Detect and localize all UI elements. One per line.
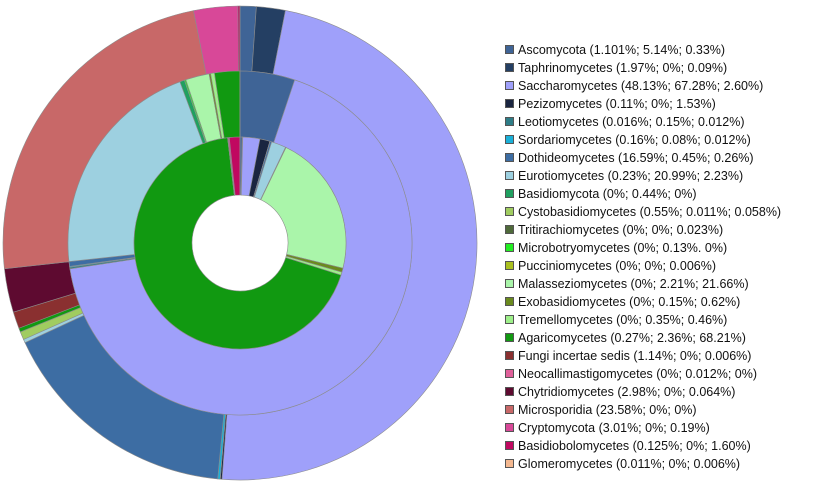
legend-item-basidiobolomycetes: Basidiobolomycetes (0.125%; 0%; 1.60%) (505, 437, 820, 455)
legend-swatch (505, 297, 514, 306)
legend-label: Eurotiomycetes (0.23%; 20.99%; 2.23%) (518, 169, 744, 183)
legend-swatch (505, 207, 514, 216)
legend-label: Exobasidiomycetes (0%; 0.15%; 0.62%) (518, 295, 741, 309)
legend-item-dothideomycetes: Dothideomycetes (16.59%; 0.45%; 0.26%) (505, 149, 820, 167)
legend-swatch (505, 441, 514, 450)
legend-swatch (505, 189, 514, 198)
legend-item-basidiomycota: Basidiomycota (0%; 0.44%; 0%) (505, 185, 820, 203)
legend-swatch (505, 117, 514, 126)
legend-swatch (505, 279, 514, 288)
legend: Ascomycota (1.101%; 5.14%; 0.33%) Taphrin… (505, 41, 820, 473)
legend-swatch (505, 63, 514, 72)
legend-label: Microsporidia (23.58%; 0%; 0%) (518, 403, 697, 417)
legend-swatch (505, 81, 514, 90)
legend-item-taphrinomycetes: Taphrinomycetes (1.97%; 0%; 0.09%) (505, 59, 820, 77)
legend-label: Malasseziomycetes (0%; 2.21%; 21.66%) (518, 277, 749, 291)
legend-label: Tremellomycetes (0%; 0.35%; 0.46%) (518, 313, 728, 327)
legend-item-eurotiomycetes: Eurotiomycetes (0.23%; 20.99%; 2.23%) (505, 167, 820, 185)
legend-item-exobasidiomycetes: Exobasidiomycetes (0%; 0.15%; 0.62%) (505, 293, 820, 311)
legend-label: Pucciniomycetes (0%; 0%; 0.006%) (518, 259, 717, 273)
legend-item-ascomycota: Ascomycota (1.101%; 5.14%; 0.33%) (505, 41, 820, 59)
legend-label: Leotiomycetes (0.016%; 0.15%; 0.012%) (518, 115, 745, 129)
legend-swatch (505, 351, 514, 360)
legend-swatch (505, 135, 514, 144)
legend-label: Ascomycota (1.101%; 5.14%; 0.33%) (518, 43, 726, 57)
legend-label: Saccharomycetes (48.13%; 67.28%; 2.60%) (518, 79, 764, 93)
legend-label: Fungi incertae sedis (1.14%; 0%; 0.006%) (518, 349, 752, 363)
legend-swatch (505, 261, 514, 270)
legend-item-malasseziomycetes: Malasseziomycetes (0%; 2.21%; 21.66%) (505, 275, 820, 293)
legend-label: Agaricomycetes (0.27%; 2.36%; 68.21%) (518, 331, 746, 345)
legend-label: Neocallimastigomycetes (0%; 0.012%; 0%) (518, 367, 757, 381)
legend-label: Dothideomycetes (16.59%; 0.45%; 0.26%) (518, 151, 754, 165)
legend-swatch (505, 459, 514, 468)
legend-swatch (505, 333, 514, 342)
legend-label: Basidiomycota (0%; 0.44%; 0%) (518, 187, 697, 201)
legend-label: Microbotryomycetes (0%; 0.13%. 0%) (518, 241, 728, 255)
legend-item-leotiomycetes: Leotiomycetes (0.016%; 0.15%; 0.012%) (505, 113, 820, 131)
legend-swatch (505, 225, 514, 234)
legend-item-cystobasidiomycetes: Cystobasidiomycetes (0.55%; 0.011%; 0.05… (505, 203, 820, 221)
legend-label: Cystobasidiomycetes (0.55%; 0.011%; 0.05… (518, 205, 782, 219)
legend-label: Pezizomycetes (0.11%; 0%; 1.53%) (518, 97, 716, 111)
legend-item-neocallimastigomycetes: Neocallimastigomycetes (0%; 0.012%; 0%) (505, 365, 820, 383)
legend-item-tritirachiomycetes: Tritirachiomycetes (0%; 0%; 0.023%) (505, 221, 820, 239)
legend-item-microsporidia: Microsporidia (23.58%; 0%; 0%) (505, 401, 820, 419)
inner-ring (133, 136, 347, 350)
legend-swatch (505, 45, 514, 54)
legend-item-cryptomycota: Cryptomycota (3.01%; 0%; 0.19%) (505, 419, 820, 437)
slice-inner-malasseziomycetes (260, 147, 347, 269)
legend-swatch (505, 369, 514, 378)
legend-item-saccharomycetes: Saccharomycetes (48.13%; 67.28%; 2.60%) (505, 77, 820, 95)
legend-label: Taphrinomycetes (1.97%; 0%; 0.09%) (518, 61, 728, 75)
legend-item-tremellomycetes: Tremellomycetes (0%; 0.35%; 0.46%) (505, 311, 820, 329)
legend-item-sordariomycetes: Sordariomycetes (0.16%; 0.08%; 0.012%) (505, 131, 820, 149)
legend-swatch (505, 243, 514, 252)
legend-swatch (505, 153, 514, 162)
donut-chart (2, 5, 478, 481)
legend-label: Sordariomycetes (0.16%; 0.08%; 0.012%) (518, 133, 751, 147)
legend-label: Tritirachiomycetes (0%; 0%; 0.023%) (518, 223, 724, 237)
legend-item-fungi: Fungi incertae sedis (1.14%; 0%; 0.006%) (505, 347, 820, 365)
legend-item-pucciniomycetes: Pucciniomycetes (0%; 0%; 0.006%) (505, 257, 820, 275)
legend-swatch (505, 171, 514, 180)
legend-item-glomeromycetes: Glomeromycetes (0.011%; 0%; 0.006%) (505, 455, 820, 473)
legend-swatch (505, 405, 514, 414)
legend-item-pezizomycetes: Pezizomycetes (0.11%; 0%; 1.53%) (505, 95, 820, 113)
legend-item-chytridiomycetes: Chytridiomycetes (2.98%; 0%; 0.064%) (505, 383, 820, 401)
middle-ring (67, 70, 413, 416)
legend-swatch (505, 99, 514, 108)
legend-label: Glomeromycetes (0.011%; 0%; 0.006%) (518, 457, 741, 471)
legend-swatch (505, 315, 514, 324)
outer-ring (2, 5, 478, 481)
legend-swatch (505, 387, 514, 396)
legend-label: Basidiobolomycetes (0.125%; 0%; 1.60%) (518, 439, 751, 453)
slice-inner-agaricomycetes (133, 137, 342, 350)
legend-item-microbotryomycetes: Microbotryomycetes (0%; 0.13%. 0%) (505, 239, 820, 257)
legend-label: Cryptomycota (3.01%; 0%; 0.19%) (518, 421, 710, 435)
legend-label: Chytridiomycetes (2.98%; 0%; 0.064%) (518, 385, 736, 399)
legend-swatch (505, 423, 514, 432)
legend-item-agaricomycetes: Agaricomycetes (0.27%; 2.36%; 68.21%) (505, 329, 820, 347)
